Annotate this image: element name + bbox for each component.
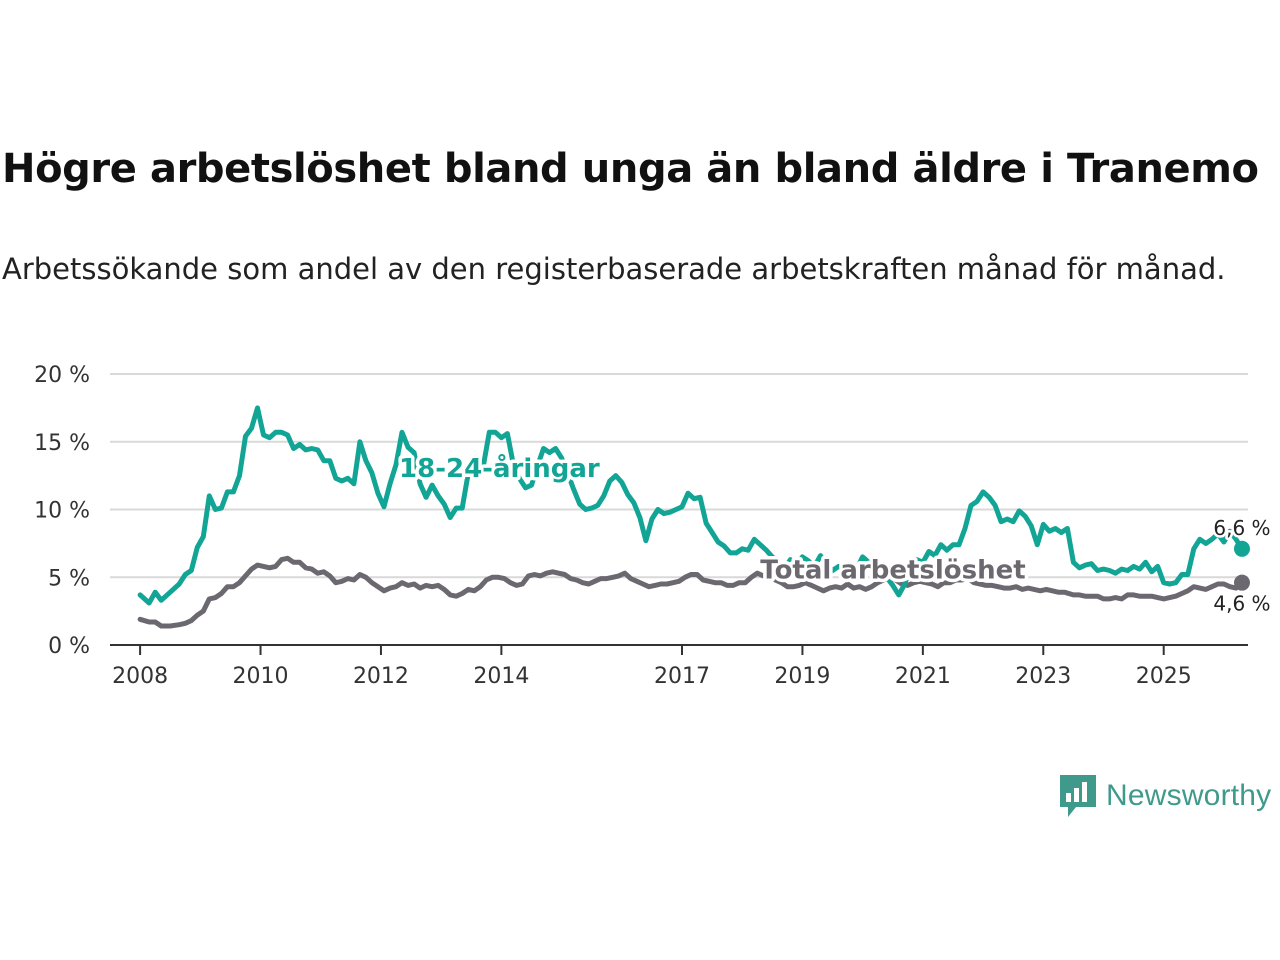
newsworthy-logo: Newsworthy: [1058, 772, 1271, 820]
x-tick-label: 2017: [654, 664, 710, 689]
x-tick-label: 2014: [473, 664, 529, 689]
x-tick-label: 2019: [774, 664, 830, 689]
x-tick-label: 2023: [1015, 664, 1071, 689]
y-tick-label: 20 %: [34, 363, 90, 388]
brand-name: Newsworthy: [1106, 779, 1272, 812]
y-tick-label: 10 %: [34, 499, 90, 524]
x-tick-label: 2012: [353, 664, 409, 689]
series-label-youth: 18-24-åringar: [399, 452, 600, 484]
x-tick-label: 2008: [112, 664, 168, 689]
chart-subtitle: Arbetssökande som andel av den registerb…: [2, 252, 1226, 286]
line-chart: 0 % 5 % 10 % 15 % 20 % 2008 2010 2012 2014 2017 20…: [34, 363, 1274, 689]
series-label-total: Total arbetslöshet: [760, 556, 1025, 586]
x-tick-label: 2010: [233, 664, 289, 689]
y-tick-label: 15 %: [34, 431, 90, 456]
series: [137, 405, 1250, 629]
axes: 0 % 5 % 10 % 15 % 20 % 2008 2010 2012 2014 2017 20…: [34, 363, 1248, 689]
y-tick-label: 0 %: [48, 634, 90, 659]
end-value-label-youth: 6,6 %: [1213, 516, 1270, 540]
bar-chart-icon: [1060, 775, 1096, 817]
series-line-youth: [137, 405, 1245, 606]
series-line-total: [137, 555, 1245, 629]
series-endpoint-youth: [1233, 540, 1250, 557]
grid-lines: [110, 373, 1248, 579]
labels: 18-24-åringar Total arbetslöshet 6,6 % 4,6 …: [396, 448, 1274, 618]
x-tick-label: 2021: [895, 664, 951, 689]
y-tick-label: 5 %: [48, 566, 90, 591]
x-tick-label: 2025: [1136, 664, 1192, 689]
series-endpoint-total: [1233, 574, 1250, 591]
end-value-label-total: 4,6 %: [1213, 592, 1270, 616]
chart-title: Högre arbetslöshet bland unga än bland ä…: [2, 146, 1259, 192]
